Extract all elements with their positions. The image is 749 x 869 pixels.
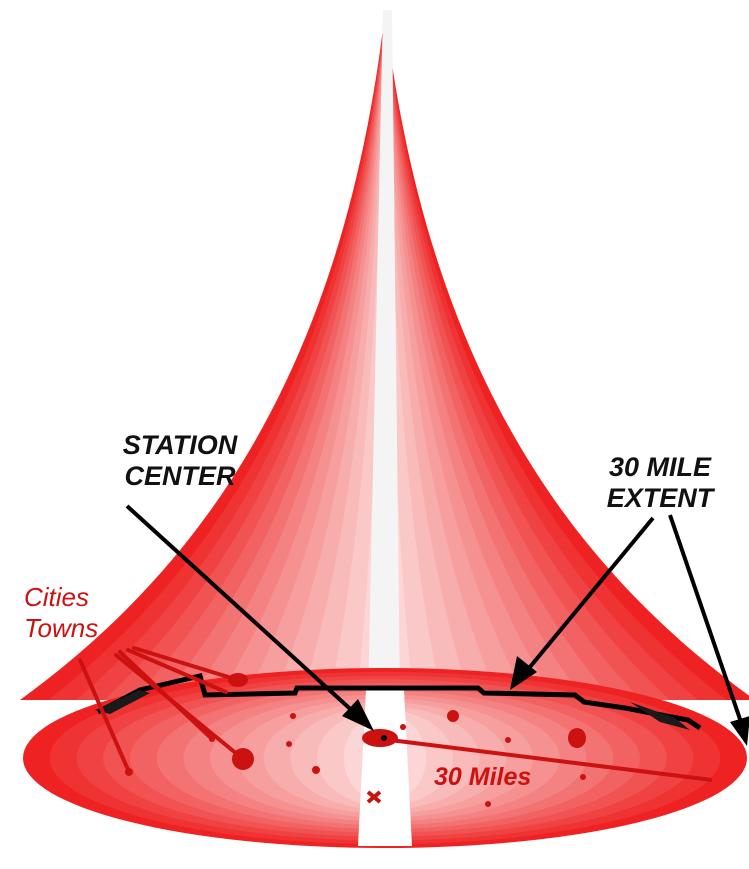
city-marker xyxy=(286,741,292,747)
city-marker xyxy=(505,737,511,743)
station-center-dot xyxy=(381,735,387,741)
mile-extent-label-line1: 30 MILE xyxy=(608,452,712,482)
towns-label-line: Towns xyxy=(24,613,99,643)
city-marker xyxy=(290,713,296,719)
cone-center-beam xyxy=(368,10,400,700)
extent-boundary xyxy=(96,673,702,731)
mile-extent-label: 30 MILE EXTENT xyxy=(570,452,749,514)
cities-towns-label: Cities Towns xyxy=(24,582,98,644)
station-center-label-line2: CENTER xyxy=(124,461,236,491)
city-marker xyxy=(485,801,491,807)
station-center-pointer xyxy=(125,504,374,731)
radius-line xyxy=(389,738,713,782)
extent-boundary-right-shade xyxy=(630,702,690,730)
city-marker xyxy=(366,790,382,804)
base-center-beam xyxy=(358,690,412,846)
signal-cone xyxy=(20,10,749,700)
station-center-marker xyxy=(362,729,398,747)
city-marker xyxy=(400,724,406,730)
city-marker xyxy=(447,710,459,722)
station-center-label-line1: STATION xyxy=(122,430,238,460)
radius-miles-label: 30 Miles xyxy=(434,763,532,791)
city-marker xyxy=(312,766,320,774)
cities-label-line: Cities xyxy=(24,582,90,612)
extent-boundary-left-shade xyxy=(95,690,150,714)
city-marker xyxy=(580,774,586,780)
mile-extent-label-line2: EXTENT xyxy=(606,483,714,513)
extent-pointers xyxy=(510,514,749,746)
station-center-label: STATION CENTER xyxy=(95,430,265,492)
city-marker xyxy=(568,728,586,748)
cities-pointers xyxy=(78,646,245,774)
coverage-base xyxy=(23,668,747,848)
